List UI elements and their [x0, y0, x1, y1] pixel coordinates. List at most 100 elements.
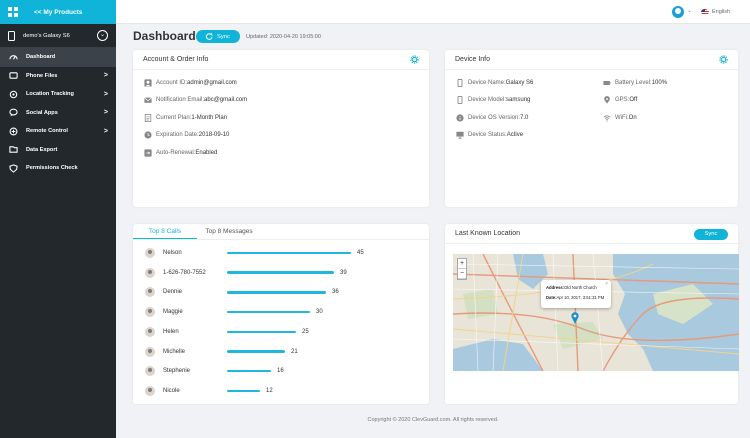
- sidebar-item-phone-files[interactable]: Phone Files >: [0, 67, 116, 86]
- tab-top-calls[interactable]: Top 8 Calls: [133, 224, 197, 239]
- account-row: Notification Email: abc@gmail.com: [143, 96, 247, 105]
- location-map[interactable]: + − × Address:Old North Church Date:Apr …: [453, 254, 739, 371]
- shield-icon: [8, 163, 18, 173]
- updated-timestamp: Updated: 2020-04-20 19:05:00: [246, 34, 321, 40]
- device-row: WiFi: On: [602, 113, 637, 122]
- list-item[interactable]: Stephenie 16: [145, 365, 284, 377]
- mail-icon: [143, 96, 152, 105]
- remote-control-icon: [8, 126, 18, 136]
- list-item[interactable]: 1-626-780-7552 39: [145, 267, 347, 279]
- popup-date-key: Date:: [546, 295, 557, 300]
- chevron-right-icon: >: [103, 72, 108, 80]
- avatar: [145, 307, 155, 318]
- contact-name: Michelle: [163, 348, 186, 355]
- call-count: 45: [357, 250, 364, 256]
- location-card: Last Known Location Sync: [445, 224, 739, 404]
- sync-button[interactable]: Sync: [196, 30, 240, 43]
- sidebar-item-social-apps[interactable]: Social Apps >: [0, 104, 116, 123]
- call-count: 21: [291, 348, 298, 355]
- phone-icon: [455, 78, 464, 87]
- sidebar-item-permissions-check[interactable]: Permissions Check: [0, 159, 116, 178]
- sidebar-item-data-export[interactable]: Data Export: [0, 141, 116, 160]
- close-icon[interactable]: ×: [605, 281, 608, 287]
- call-count: 36: [332, 289, 339, 296]
- account-card: Account & Order Info Account ID: admin@g…: [133, 50, 429, 207]
- location-sync-button[interactable]: Sync: [694, 229, 728, 240]
- sidebar-item-location-tracking[interactable]: Location Tracking >: [0, 85, 116, 104]
- call-count: 39: [340, 269, 347, 276]
- map-pin-icon[interactable]: [571, 312, 579, 324]
- list-item[interactable]: Dennie 36: [145, 286, 339, 298]
- gear-icon[interactable]: [719, 55, 728, 64]
- sidebar-item-remote-control[interactable]: Remote Control >: [0, 122, 116, 141]
- gear-icon[interactable]: [410, 55, 419, 64]
- avatar: [145, 248, 155, 258]
- tab-top-messages[interactable]: Top 8 Messages: [205, 228, 253, 235]
- contact-name: Nelson: [163, 250, 182, 256]
- info-key: GPS:: [615, 97, 630, 103]
- phone-icon: [8, 30, 15, 41]
- account-row: Account ID: admin@gmail.com: [143, 78, 237, 87]
- info-value: Active: [506, 132, 524, 138]
- sidebar-item-dashboard[interactable]: Dashboard: [0, 48, 116, 67]
- sidebar-item-label: Remote Control: [26, 128, 68, 135]
- call-count-bar: [227, 330, 296, 334]
- avatar: [145, 366, 155, 377]
- sidebar: << My Products demo's Galaxy S6 ⌄ Dashbo…: [0, 0, 116, 438]
- sidebar-item-label: Dashboard: [26, 54, 56, 61]
- avatar: [145, 346, 155, 357]
- my-products-link[interactable]: << My Products: [0, 0, 116, 24]
- zoom-in-button[interactable]: +: [458, 260, 466, 269]
- card-header: Device Info: [445, 50, 738, 70]
- list-item[interactable]: Nelson 45: [145, 247, 364, 259]
- avatar: [145, 267, 155, 278]
- chat-icon: [8, 108, 18, 118]
- zoom-out-button[interactable]: −: [458, 270, 466, 279]
- popup-address-key: Address:: [546, 285, 565, 290]
- export-icon: [8, 145, 18, 155]
- list-item[interactable]: Michelle 21: [145, 346, 298, 358]
- renew-icon: [143, 148, 152, 157]
- info-key: Current Plan:: [156, 114, 192, 121]
- avatar: [145, 287, 155, 298]
- device-card-title: Device Info: [455, 56, 491, 63]
- contact-name: Nicole: [163, 387, 180, 394]
- user-avatar[interactable]: [672, 6, 684, 18]
- document-icon: [143, 113, 152, 122]
- language-selector[interactable]: English: [712, 9, 731, 15]
- call-count: 12: [266, 387, 273, 394]
- info-value: Enabled: [195, 149, 218, 156]
- grid-icon: [8, 7, 18, 17]
- call-count-bar: [227, 389, 260, 393]
- list-item[interactable]: Nicole 12: [145, 385, 273, 397]
- chevron-down-icon[interactable]: ⌄: [687, 8, 693, 14]
- sidebar-item-label: Social Apps: [26, 109, 58, 116]
- chevron-down-icon[interactable]: ⌄: [97, 30, 108, 41]
- avatar: [145, 326, 155, 337]
- info-key: Expiration Date:: [156, 132, 199, 138]
- device-row: GPS: Off: [602, 96, 637, 105]
- location-popup: × Address:Old North Church Date:Apr 10, …: [541, 280, 611, 308]
- account-row: Auto-Renewal: Enabled: [143, 148, 217, 157]
- sidebar-item-label: Data Export: [26, 146, 58, 153]
- info-key: WiFi:: [615, 114, 629, 121]
- list-item[interactable]: Maggie 30: [145, 306, 323, 318]
- info-value: Off: [629, 97, 638, 103]
- info-key: Notification Email:: [156, 97, 205, 103]
- sidebar-item-label: Phone Files: [26, 72, 58, 79]
- calls-card: Top 8 Calls Top 8 Messages Nelson 45 1-626…: [133, 224, 429, 404]
- list-item[interactable]: Helen 25: [145, 326, 309, 338]
- call-count-bar: [227, 271, 334, 274]
- refresh-icon: [206, 33, 213, 40]
- contact-name: 1-626-780-7552: [163, 269, 206, 276]
- device-selector[interactable]: demo's Galaxy S6 ⌄: [0, 24, 116, 48]
- info-value: On: [628, 114, 637, 121]
- device-row: Battery Level: 100%: [602, 78, 667, 87]
- info-key: Device Name:: [468, 79, 506, 86]
- account-row: Current Plan: 1-Month Plan: [143, 113, 227, 122]
- contact-name: Maggie: [163, 309, 183, 316]
- call-count-bar: [227, 291, 326, 294]
- chevron-right-icon: >: [103, 109, 108, 117]
- account-card-title: Account & Order Info: [143, 56, 209, 63]
- info-key: Auto-Renewal:: [156, 149, 196, 156]
